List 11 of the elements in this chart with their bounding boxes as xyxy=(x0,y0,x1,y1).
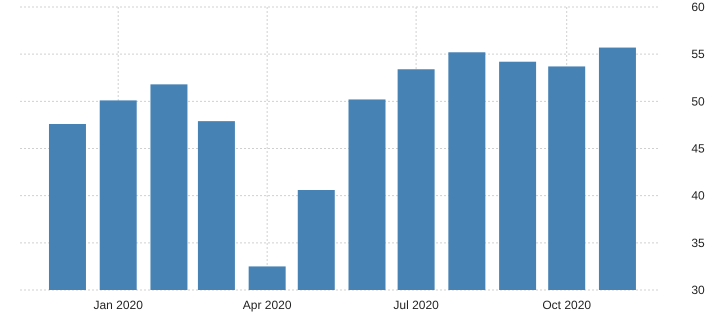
y-tick-label: 45 xyxy=(691,142,705,156)
y-tick-label: 55 xyxy=(691,47,705,62)
x-tick-label: Jan 2020 xyxy=(94,298,144,312)
y-tick-label: 50 xyxy=(691,94,705,108)
x-tick-label: Jul 2020 xyxy=(393,298,440,312)
x-tick-label: Oct 2020 xyxy=(542,298,592,312)
y-tick-label: 40 xyxy=(691,188,705,203)
y-tick-label: 60 xyxy=(691,0,705,14)
y-tick-label: 30 xyxy=(691,283,705,297)
y-tick-label: 35 xyxy=(691,236,705,250)
x-tick-label: Apr 2020 xyxy=(242,298,292,312)
